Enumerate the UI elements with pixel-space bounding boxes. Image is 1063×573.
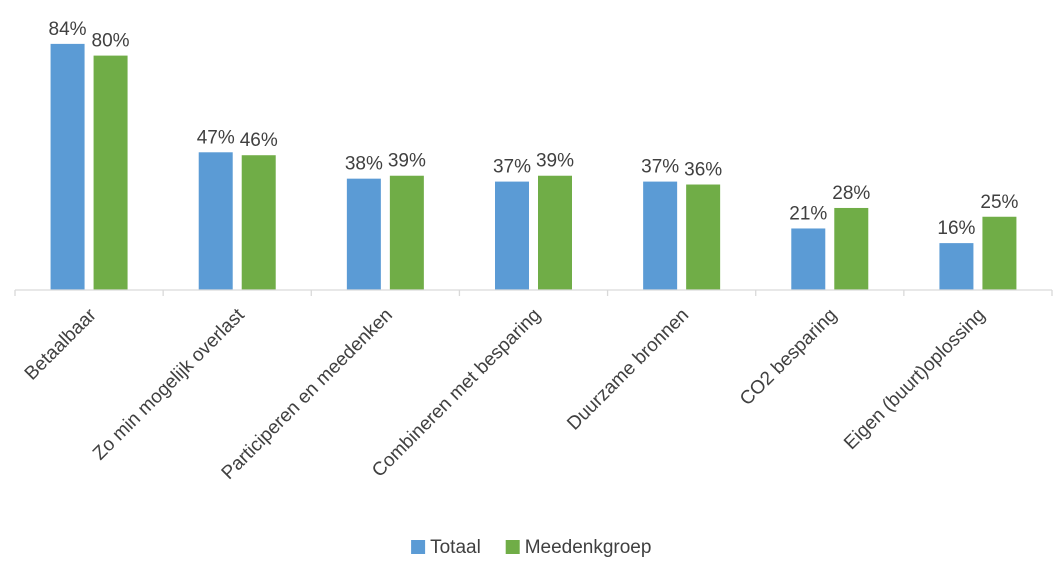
data-label: 38% [345,154,383,175]
category-label: Zo min mogelijk overlast [89,304,249,464]
bars-layer [50,43,1017,290]
bar-totaal-1 [198,152,233,290]
legend: Totaal Meedenkgroep [411,537,651,558]
data-label: 80% [92,31,130,52]
data-label: 47% [197,127,235,148]
data-label: 84% [49,19,87,40]
bar-meedenkgroep-6 [982,216,1017,290]
legend-label-meedenkgroep: Meedenkgroep [525,537,652,558]
data-label: 37% [493,157,531,178]
bar-meedenkgroep-3 [538,175,572,290]
bar-meedenkgroep-5 [834,207,869,290]
bar-totaal-5 [791,228,826,290]
bar-meedenkgroep-0 [93,55,128,290]
data-label: 28% [832,183,870,204]
category-label: Participeren en meedenken [218,305,397,484]
bar-totaal-2 [346,178,381,290]
data-label: 25% [980,192,1018,213]
bar-totaal-0 [50,43,85,290]
category-label: Combineren met besparing [368,305,545,482]
category-label: Betaalbaar [21,304,101,384]
bar-meedenkgroep-2 [389,175,424,290]
x-axis [14,289,1053,296]
data-label: 46% [240,130,278,151]
data-label: 16% [937,218,975,239]
value-labels: 84%80%47% 46%38% 39% 37% 39% 37% 36%21%28%16%2… [49,19,1019,239]
data-label: 39% [388,151,426,172]
bar-meedenkgroep-1 [241,155,276,290]
bar-totaal-3 [495,181,529,290]
bar-totaal-4 [643,181,678,290]
category-label: Eigen (buurt)oplossing [840,305,989,454]
bar-totaal-6 [939,243,974,290]
legend-swatch-meedenkgroep [505,540,520,554]
legend-swatch-totaal [411,540,426,554]
data-label: 36% [684,160,722,181]
bar-meedenkgroep-4 [686,184,721,290]
data-label: 39% [536,151,574,172]
data-label: 21% [789,203,827,224]
category-label: CO2 besparing [736,305,841,410]
category-label: Duurzame bronnen [563,305,693,435]
legend-label-totaal: Totaal [430,537,481,558]
data-label: 37% [641,157,679,178]
